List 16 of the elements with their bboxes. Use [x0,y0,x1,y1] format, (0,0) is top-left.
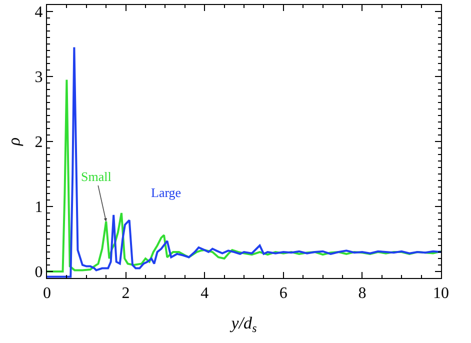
line-series [47,46,441,278]
y-tick-label: 2 [34,134,43,152]
x-tick-label: 10 [433,285,449,302]
y-axis-title: ρ [4,137,24,147]
x-tick-label: 8 [358,285,366,302]
x-tick-label: 2 [122,285,130,302]
line-series [47,78,441,272]
y-tick-label: 4 [34,4,43,22]
y-tick-label: 1 [34,199,43,216]
x-tick-label: 4 [200,285,209,302]
annotation: Small [81,169,112,184]
x-tick-label: 6 [279,285,288,302]
annotation: Large [151,185,182,200]
y-tick-label: 3 [34,69,43,86]
y-tick-label: 0 [34,264,43,282]
x-axis-title: y/d$_{s}$ [229,314,258,336]
